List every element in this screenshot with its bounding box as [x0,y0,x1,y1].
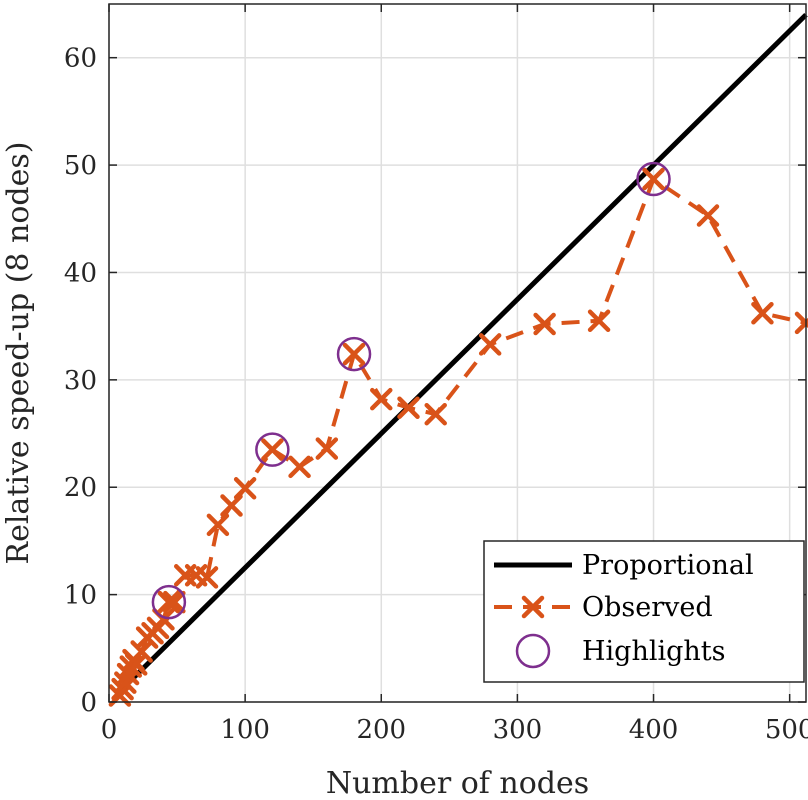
x-tick-label: 300 [493,715,543,745]
observed-point [195,566,219,589]
observed-point [478,333,502,356]
observed-point [696,204,720,227]
y-axis-title: Relative speed-up (8 nodes) [1,142,36,565]
series-line-proportional [118,12,808,694]
highlight-point [151,584,187,620]
observed-point [397,396,420,420]
observed-point [642,167,665,191]
x-tick-label: 0 [101,715,118,745]
observed-point [206,513,230,537]
observed-point [370,387,393,411]
legend-label-highlights: Highlights [582,636,726,667]
legend-marker-highlights [515,633,551,669]
observed-point [424,402,447,426]
x-tick-label: 200 [356,715,406,745]
x-tick-label: 500 [765,715,808,745]
x-axis-title: Number of nodes [326,766,589,800]
highlight-point [336,336,372,372]
observed-point [315,437,339,460]
axes-box [108,3,807,703]
observed-point [261,438,284,461]
observed-point [587,309,611,333]
y-tick-label: 20 [64,473,97,503]
observed-point [751,302,774,325]
observed-point [342,342,366,366]
x-tick-label: 400 [629,715,679,745]
y-tick-label: 50 [64,151,97,181]
x-tick-label: 100 [220,715,270,745]
observed-point [220,494,243,517]
y-tick-label: 40 [64,258,97,288]
observed-point [130,640,153,663]
plot-series [108,12,808,707]
highlight-point [255,432,290,467]
y-tick-label: 60 [64,44,97,74]
axes: 0 100 200 300 400 500 0 10 20 30 40 50 60 [64,3,808,745]
observed-point [233,477,257,500]
highlight-point [636,161,671,197]
legend: Proportional Observed Highlights [483,540,805,683]
legend-marker-observed [521,595,545,619]
legend-label-observed: Observed [582,592,713,623]
legend-label-proportional: Proportional [582,550,754,581]
y-tick-label: 0 [80,688,97,718]
observed-point [533,312,556,336]
y-tick-label: 10 [64,581,97,611]
observed-point [288,455,311,479]
observed-point [163,590,186,614]
observed-point [157,590,181,614]
y-tick-label: 30 [64,366,97,396]
observed-point [124,653,148,676]
